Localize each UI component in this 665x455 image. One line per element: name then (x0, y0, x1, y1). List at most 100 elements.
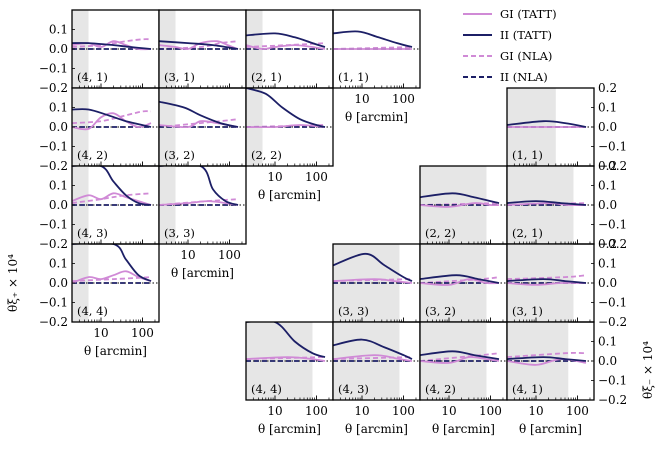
x-tick-label: 10 (528, 404, 543, 418)
y-tick-label: 0.1 (49, 257, 68, 271)
x-axis: 10 100 θ [arcmin] (345, 404, 415, 436)
panel-minus--3--1-: (3, 1) (506, 243, 595, 323)
panel-label: (3, 1) (164, 70, 195, 84)
ii-tatt-line (333, 30, 413, 48)
panel-label: (3, 2) (164, 148, 195, 162)
gi-nla-line (72, 192, 152, 204)
y-axis-left: 0.1 0.0 −0.1 −0.2 (39, 257, 75, 329)
y-axis-right: 0.10.0−0.1−0.20.2 (591, 237, 627, 329)
gi-tatt-line (72, 192, 152, 206)
panel-label: (2, 1) (512, 226, 543, 240)
y-tick-label: −0.1 (598, 140, 627, 154)
panel-plus--4--1-: (4, 1) (71, 9, 160, 89)
y-tick-label: −0.2 (598, 393, 627, 407)
x-axis: 10 100 θ [arcmin] (84, 326, 154, 358)
panel-label: (3, 3) (164, 226, 195, 240)
legend-label-1: GI (TATT) (500, 7, 557, 21)
y-tick-label: −0.1 (598, 296, 627, 310)
panel-label: (4, 1) (512, 382, 543, 396)
gi-nla-line (159, 118, 239, 128)
x-axis-label: θ [arcmin] (258, 422, 321, 436)
x-tick-label: 10 (354, 404, 369, 418)
ii-tatt-line (246, 88, 326, 128)
ii-tatt-line (333, 252, 413, 282)
y-tick-label: 0.0 (49, 276, 68, 290)
x-axis: 10 100 θ [arcmin] (258, 170, 328, 202)
panel-frame (332, 9, 421, 89)
panel-frame (158, 165, 247, 245)
panel-label: (4, 4) (251, 382, 282, 396)
panel-label: (4, 1) (77, 70, 108, 84)
x-axis-label: θ [arcmin] (258, 188, 321, 202)
ii-tatt-line (507, 356, 587, 362)
panel-plus--3--3-: (3, 3) (158, 165, 247, 245)
gi-nla-line (507, 351, 587, 358)
panel-minus--4--3-: (4, 3) (332, 321, 421, 401)
panel-minus--2--2-: (2, 2) (419, 165, 508, 245)
y-tick-label: 0.1 (49, 101, 68, 115)
x-tick-label: 10 (267, 170, 282, 184)
panel-plus--1--1-: (1, 1) (332, 9, 421, 89)
panel-minus--4--4-: (4, 4) (245, 321, 334, 401)
y-tick-label: −0.2 (39, 315, 68, 329)
x-axis: 10 100 θ [arcmin] (258, 404, 328, 436)
x-tick-label: 100 (131, 326, 154, 340)
ii-tatt-line (420, 274, 500, 284)
panel-plus--3--1-: (3, 1) (158, 9, 247, 89)
gi-tatt-line (72, 112, 152, 131)
ii-tatt-line (72, 244, 152, 282)
x-axis-label: θ [arcmin] (345, 110, 408, 124)
x-axis: 10 100 θ [arcmin] (432, 404, 502, 436)
x-tick-label: 100 (479, 404, 502, 418)
panel-label: (4, 3) (338, 382, 369, 396)
gi-nla-line (420, 276, 500, 284)
y-tick-label: 0.0 (49, 120, 68, 134)
legend-label-2: II (TATT) (500, 28, 552, 42)
panel-label: (2, 2) (425, 226, 456, 240)
y-tick-label-top: 0.2 (598, 237, 617, 251)
x-axis: 10 100 θ [arcmin] (171, 248, 241, 280)
panel-plus--2--2-: (2, 2) (245, 87, 334, 167)
ylabel-right: θξ₋ × 10⁴ (641, 341, 655, 399)
ii-tatt-line (72, 42, 152, 50)
y-tick-label: 0.0 (49, 198, 68, 212)
panel-label: (2, 2) (251, 148, 282, 162)
panel-minus--3--2-: (3, 2) (419, 243, 508, 323)
x-tick-label: 10 (354, 92, 369, 106)
y-tick-label: −0.2 (598, 315, 627, 329)
panel-label: (3, 3) (338, 304, 369, 318)
y-tick-label: −0.2 (39, 237, 68, 251)
ii-tatt-line (159, 166, 239, 206)
panel-plus--2--1-: (2, 1) (245, 9, 334, 89)
ii-tatt-line (507, 278, 587, 284)
y-tick-label: 0.0 (598, 120, 617, 134)
x-tick-label: 100 (566, 404, 589, 418)
gi-nla-line (420, 352, 500, 362)
y-tick-label: 0.0 (598, 354, 617, 368)
panel-minus--4--1-: (4, 1) (506, 321, 595, 401)
ii-tatt-line (159, 40, 239, 50)
panel-label: (3, 2) (425, 304, 456, 318)
panel-minus--2--1-: (2, 1) (506, 165, 595, 245)
panel-label: (1, 1) (338, 70, 369, 84)
y-axis-right: 0.10.0−0.1−0.20.2 (591, 81, 627, 173)
y-tick-label: −0.1 (39, 218, 68, 232)
gi-tatt-line (420, 356, 500, 364)
x-tick-label: 10 (93, 326, 108, 340)
y-tick-label: −0.1 (598, 218, 627, 232)
y-tick-label: 0.0 (598, 198, 617, 212)
x-tick-label: 100 (305, 170, 328, 184)
ylabel-left: θξ₊ × 10⁴ (6, 254, 20, 312)
ii-tatt-line (420, 350, 500, 360)
y-tick-label-top: 0.2 (598, 81, 617, 95)
panel-minus--1--1-: (1, 1) (506, 87, 595, 167)
y-tick-label: −0.1 (598, 374, 627, 388)
y-axis-left: 0.1 0.0 −0.1 −0.2 (39, 23, 75, 95)
panel-label: (4, 3) (77, 226, 108, 240)
x-axis: 10 100 θ [arcmin] (345, 92, 415, 124)
x-tick-label: 100 (392, 404, 415, 418)
y-axis-right: 0.10.0−0.1−0.20.2 (591, 159, 627, 251)
panel-plus--3--2-: (3, 2) (158, 87, 247, 167)
x-tick-label: 100 (305, 404, 328, 418)
